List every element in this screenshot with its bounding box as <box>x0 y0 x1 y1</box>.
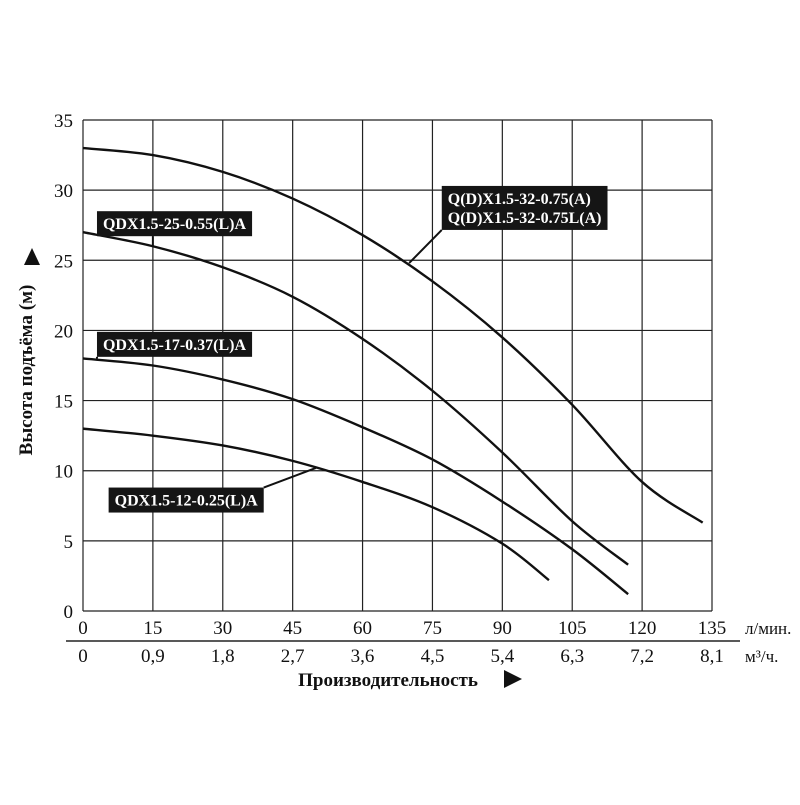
x-tick-label: 0 <box>78 618 88 639</box>
y-axis-title: Высота подъёма (м) <box>16 285 37 456</box>
x-tick-label: 75 <box>423 618 442 639</box>
series-label-text: QDX1.5-12-0.25(L)A <box>115 493 259 510</box>
series-line-2 <box>82 357 629 596</box>
y-tick-label: 5 <box>64 532 74 553</box>
x-axis-arrow-icon <box>504 670 522 688</box>
y-axis-arrow-icon <box>24 248 40 265</box>
y-tick-label: 20 <box>54 321 73 342</box>
series-line-1 <box>82 231 629 566</box>
series-label-text: Q(D)X1.5-32-0.75(A) <box>448 191 591 208</box>
x-secondary-tick-label: 8,1 <box>700 646 724 667</box>
x-secondary-tick-label: 0 <box>78 646 88 667</box>
x-tick-label: 60 <box>353 618 372 639</box>
series-label-box <box>96 211 253 237</box>
grid-layer <box>82 119 713 612</box>
x-secondary-tick-label: 1,8 <box>211 646 235 667</box>
x-unit-secondary: м³/ч. <box>745 647 778 666</box>
series-line-0 <box>82 146 704 524</box>
y-tick-label: 30 <box>54 181 73 202</box>
x-secondary-tick-label: 7,2 <box>630 646 654 667</box>
label-layer: Q(D)X1.5-32-0.75(A)Q(D)X1.5-32-0.75L(A)Q… <box>95 185 608 513</box>
series-label-1: QDX1.5-25-0.55(L)A <box>96 211 253 247</box>
series-label-3: QDX1.5-12-0.25(L)A <box>108 466 317 513</box>
x-tick-label: 135 <box>698 618 727 639</box>
x-secondary-tick-label: 4,5 <box>421 646 445 667</box>
x-secondary-tick-label: 3,6 <box>351 646 375 667</box>
x-secondary-tick-label: 5,4 <box>490 646 514 667</box>
y-tick-label: 10 <box>54 462 73 483</box>
series-layer <box>82 146 704 596</box>
y-tick-label: 35 <box>54 111 73 132</box>
x-tick-label: 15 <box>143 618 162 639</box>
series-label-box <box>96 331 253 357</box>
y-tick-label: 25 <box>54 251 73 272</box>
series-label-text: QDX1.5-17-0.37(L)A <box>103 337 247 354</box>
series-line-3 <box>82 427 550 582</box>
series-label-2: QDX1.5-17-0.37(L)A <box>95 331 253 359</box>
x-secondary-tick-label: 2,7 <box>281 646 305 667</box>
x-tick-label: 45 <box>283 618 302 639</box>
x-unit-primary: л/мин. <box>745 619 791 638</box>
x-axis-title: Производительность <box>298 670 478 691</box>
series-label-text: Q(D)X1.5-32-0.75L(A) <box>448 210 602 227</box>
x-secondary-tick-label: 6,3 <box>560 646 584 667</box>
x-tick-label: 90 <box>493 618 512 639</box>
y-tick-label: 0 <box>64 602 74 623</box>
series-label-leader <box>263 466 317 489</box>
series-label-box <box>108 487 264 513</box>
x-tick-label: 120 <box>628 618 657 639</box>
x-secondary-tick-label: 0,9 <box>141 646 165 667</box>
axis-layer: 0510152025303500150,9301,8452,7603,6754,… <box>24 111 740 688</box>
series-label-box <box>441 185 608 230</box>
y-tick-label: 15 <box>54 392 73 413</box>
series-label-0: Q(D)X1.5-32-0.75(A) Q(D)X1.5-32-0.75L(A) <box>408 185 608 264</box>
x-tick-label: 30 <box>213 618 232 639</box>
series-label-leader <box>408 229 443 264</box>
x-tick-label: 105 <box>558 618 587 639</box>
series-label-text: QDX1.5-25-0.55(L)A <box>103 216 247 233</box>
